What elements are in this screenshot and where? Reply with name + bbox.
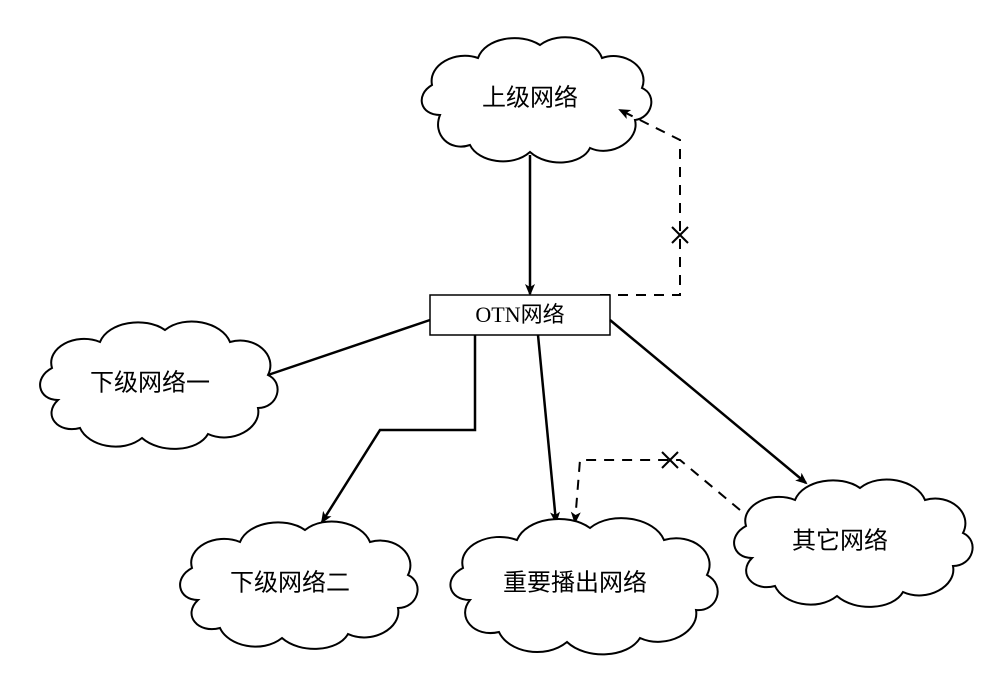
lower1-label: 下级网络一 — [90, 370, 210, 397]
otn-label: OTN网络 — [475, 302, 564, 327]
upper-network-label: 上级网络 — [482, 85, 578, 112]
other-label: 其它网络 — [792, 528, 888, 555]
edge-otn-to-lower2 — [322, 335, 475, 522]
cloud-other-network: 其它网络 — [734, 479, 973, 606]
edge-otn-to-broadcast — [538, 335, 556, 522]
broadcast-label: 重要播出网络 — [503, 570, 647, 597]
cloud-lower-network-1: 下级网络一 — [40, 321, 278, 448]
lower2-label: 下级网络二 — [230, 570, 350, 597]
edge-otn-to-lower1 — [262, 320, 430, 377]
network-diagram: 上级网络 OTN网络 下级网络一 下级网络二 — [0, 0, 1000, 700]
otn-box: OTN网络 — [430, 295, 610, 335]
cloud-lower-network-2: 下级网络二 — [180, 521, 418, 648]
edge-otn-to-other — [610, 320, 806, 483]
cloud-upper-network: 上级网络 — [422, 37, 652, 162]
cloud-broadcast-network: 重要播出网络 — [450, 518, 717, 654]
edge-other-to-broadcast-dashed — [575, 452, 740, 522]
